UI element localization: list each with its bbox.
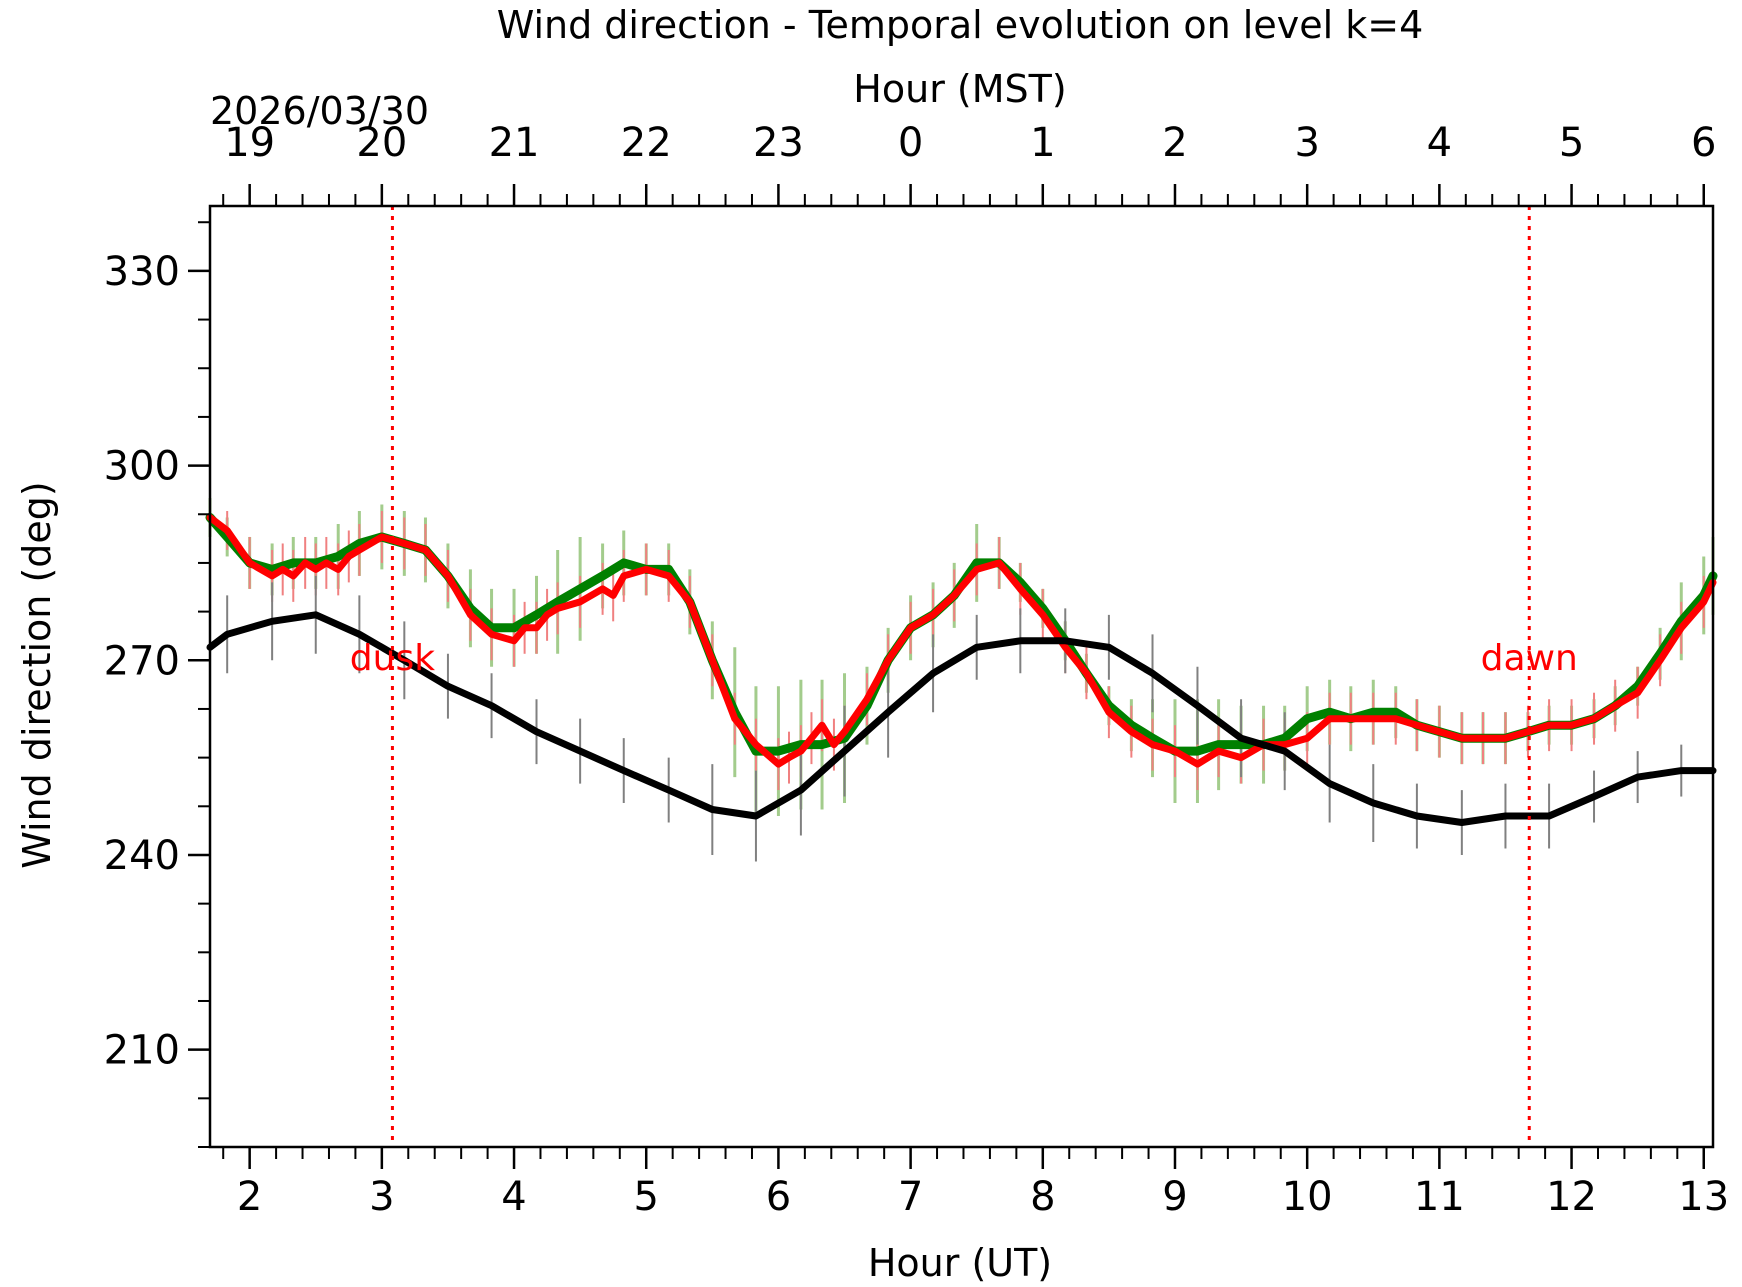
x-tick-label: 9	[1162, 1174, 1187, 1220]
y-axis-title: Wind direction (deg)	[15, 481, 59, 868]
x-tick-label: 5	[634, 1174, 659, 1220]
x-tick-label: 7	[898, 1174, 923, 1220]
x-tick-label: 10	[1282, 1174, 1333, 1220]
plot-frame	[208, 204, 1715, 1149]
x-tick-label: 13	[1678, 1174, 1729, 1220]
title-group: Wind direction - Temporal evolution on l…	[15, 3, 1424, 1285]
x2-axis-title: Hour (MST)	[853, 67, 1066, 111]
y-tick-label: 300	[104, 444, 180, 490]
y-tick-label: 330	[104, 249, 180, 295]
x-tick-label: 3	[369, 1174, 394, 1220]
x2-tick-label: 22	[621, 120, 672, 166]
x2-tick-label: 20	[356, 120, 407, 166]
x2-tick-label: 21	[489, 120, 540, 166]
x-tick-label: 2	[237, 1174, 262, 1220]
series-lines-layer	[205, 513, 1718, 826]
x2-tick-label: 3	[1294, 120, 1319, 166]
y-tick-label: 270	[104, 638, 180, 684]
x2-tick-label: 0	[898, 120, 923, 166]
y-tick-label: 210	[104, 1028, 180, 1074]
y-tick-label: 240	[104, 833, 180, 879]
annotations-layer: dusk dawn	[350, 206, 1578, 1147]
x-tick-label: 12	[1546, 1174, 1597, 1220]
x2-tick-label: 23	[753, 120, 804, 166]
date-label: 2026/03/30	[210, 89, 429, 133]
x2-tick-label: 5	[1559, 120, 1584, 166]
x-tick-label: 11	[1414, 1174, 1465, 1220]
x-tick-label: 8	[1030, 1174, 1055, 1220]
x2-tick-label: 1	[1030, 120, 1055, 166]
chart-title: Wind direction - Temporal evolution on l…	[497, 3, 1424, 47]
series-line-1	[205, 513, 1718, 756]
series-line-2	[206, 514, 1717, 768]
x-axis-title: Hour (UT)	[868, 1241, 1052, 1282]
series-line-3	[206, 611, 1717, 826]
x2-tick-label: 6	[1691, 120, 1716, 166]
x2-tick-label: 19	[224, 120, 275, 166]
x2-tick-label: 2	[1162, 120, 1187, 166]
x-tick-label: 6	[766, 1174, 791, 1220]
x-tick-label: 4	[501, 1174, 526, 1220]
annotation-label-dawn: dawn	[1481, 638, 1578, 679]
x2-tick-label: 4	[1427, 120, 1452, 166]
annotation-label-dusk: dusk	[350, 638, 435, 679]
